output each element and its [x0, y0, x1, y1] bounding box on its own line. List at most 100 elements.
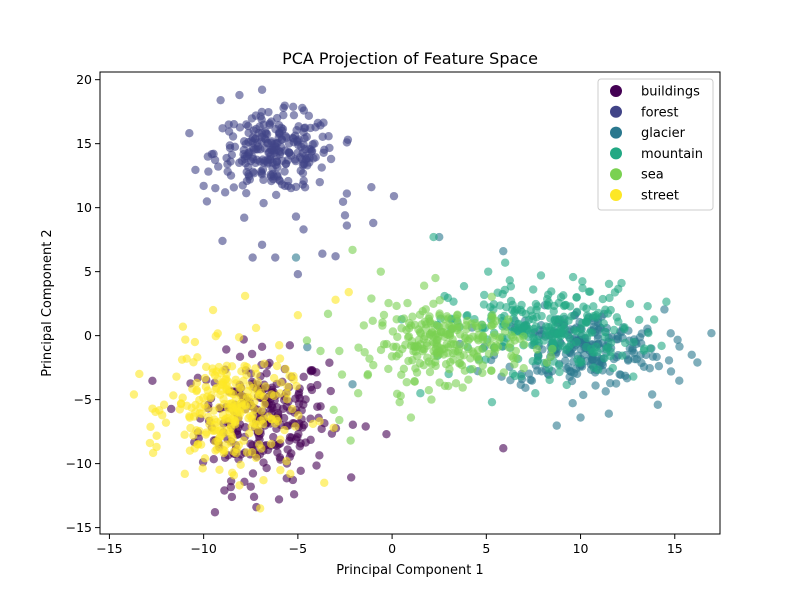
scatter-point-buildings [315, 451, 324, 460]
scatter-point-street [276, 389, 285, 398]
scatter-point-street [201, 362, 211, 372]
scatter-point-mountain [429, 232, 438, 242]
scatter-point-street [234, 333, 244, 342]
scatter-point-sea [402, 378, 411, 387]
scatter-point-street [243, 386, 253, 396]
scatter-point-street [329, 423, 338, 432]
scatter-point-forest [248, 253, 257, 262]
scatter-point-forest [318, 132, 327, 141]
scatter-point-mountain [531, 389, 540, 398]
scatter-point-forest [204, 167, 213, 176]
scatter-point-sea [335, 346, 344, 356]
scatter-point-street [218, 410, 228, 420]
scatter-point-street [229, 407, 238, 416]
scatter-point-forest [257, 107, 267, 117]
scatter-point-buildings [294, 429, 303, 439]
scatter-point-sea [473, 345, 483, 355]
scatter-point-buildings [361, 422, 370, 431]
scatter-point-mountain [555, 367, 564, 377]
scatter-point-mountain [567, 312, 576, 321]
scatter-point-mountain [646, 344, 655, 353]
scatter-point-buildings [241, 423, 250, 432]
scatter-point-street [152, 431, 161, 440]
scatter-point-forest [257, 240, 267, 249]
scatter-point-street [235, 481, 244, 490]
scatter-point-mountain [565, 333, 574, 342]
scatter-point-sea [487, 313, 496, 322]
scatter-point-street [242, 362, 251, 372]
scatter-point-mountain [609, 325, 619, 335]
scatter-point-buildings [382, 429, 391, 439]
scatter-point-sea [433, 336, 442, 345]
scatter-point-glacier [568, 399, 577, 408]
scatter-point-mountain [620, 338, 630, 348]
scatter-point-forest [263, 158, 272, 167]
scatter-point-sea [488, 333, 497, 342]
scatter-point-forest [237, 156, 247, 166]
scatter-point-mountain [585, 287, 595, 296]
scatter-point-sea [425, 367, 435, 377]
scatter-point-mountain [591, 311, 601, 320]
scatter-point-forest [266, 172, 276, 181]
legend-frame [597, 78, 714, 211]
scatter-point-mountain [581, 317, 591, 327]
scatter-point-sea [468, 364, 477, 374]
scatter-point-forest [271, 253, 280, 262]
scatter-point-mountain [449, 297, 458, 306]
scatter-point-forest [229, 120, 239, 129]
scatter-point-street [180, 469, 189, 479]
legend: buildings forest glacier mountain sea street [597, 78, 714, 211]
scatter-point-glacier [637, 329, 647, 338]
scatter-point-street [251, 323, 261, 333]
scatter-point-sea [495, 333, 505, 342]
scatter-point-sea [464, 344, 473, 354]
scatter-point-street [208, 305, 218, 315]
scatter-point-forest [309, 154, 318, 163]
scatter-point-sea [452, 325, 462, 335]
scatter-point-glacier [499, 246, 508, 256]
scatter-point-street [266, 439, 276, 449]
scatter-point-glacier [611, 379, 621, 388]
scatter-point-mountain [605, 293, 614, 303]
scatter-point-forest [199, 181, 208, 191]
scatter-point-forest [274, 175, 284, 185]
scatter-point-street [242, 393, 252, 402]
scatter-point-buildings [148, 376, 157, 386]
scatter-point-sea [500, 327, 510, 336]
scatter-point-street [195, 426, 204, 436]
scatter-point-sea [369, 360, 378, 370]
scatter-point-sea [454, 345, 464, 354]
scatter-point-forest [240, 213, 249, 222]
scatter-point-sea [464, 375, 473, 384]
scatter-point-sea [408, 312, 417, 321]
scatter-point-sea [335, 415, 344, 425]
scatter-point-sea [416, 329, 425, 338]
scatter-point-buildings [346, 473, 356, 482]
scatter-point-mountain [539, 336, 549, 345]
scatter-point-forest [257, 170, 267, 179]
scatter-point-mountain [498, 289, 507, 299]
scatter-point-mountain [572, 293, 581, 302]
scatter-point-street [198, 464, 207, 473]
scatter-point-forest [239, 145, 249, 155]
scatter-point-buildings [249, 492, 259, 502]
scatter-point-mountain [547, 322, 556, 331]
scatter-point-buildings [210, 508, 220, 517]
scatter-point-sea [421, 305, 430, 314]
scatter-point-sea [419, 345, 429, 354]
scatter-point-glacier [624, 355, 633, 364]
scatter-point-street [239, 436, 248, 445]
scatter-point-mountain [578, 277, 587, 286]
scatter-point-forest [252, 155, 262, 165]
x-tick-label: −5 [289, 541, 307, 556]
scatter-point-street [146, 422, 155, 432]
scatter-point-sea [376, 267, 385, 276]
scatter-point-sea [542, 358, 552, 367]
scatter-point-buildings [348, 420, 358, 429]
scatter-point-street [280, 425, 289, 435]
scatter-point-forest [342, 138, 352, 147]
legend-marker-glacier [610, 126, 622, 139]
scatter-point-sea [427, 395, 436, 404]
scatter-point-street [201, 430, 210, 439]
scatter-point-buildings [226, 482, 236, 492]
